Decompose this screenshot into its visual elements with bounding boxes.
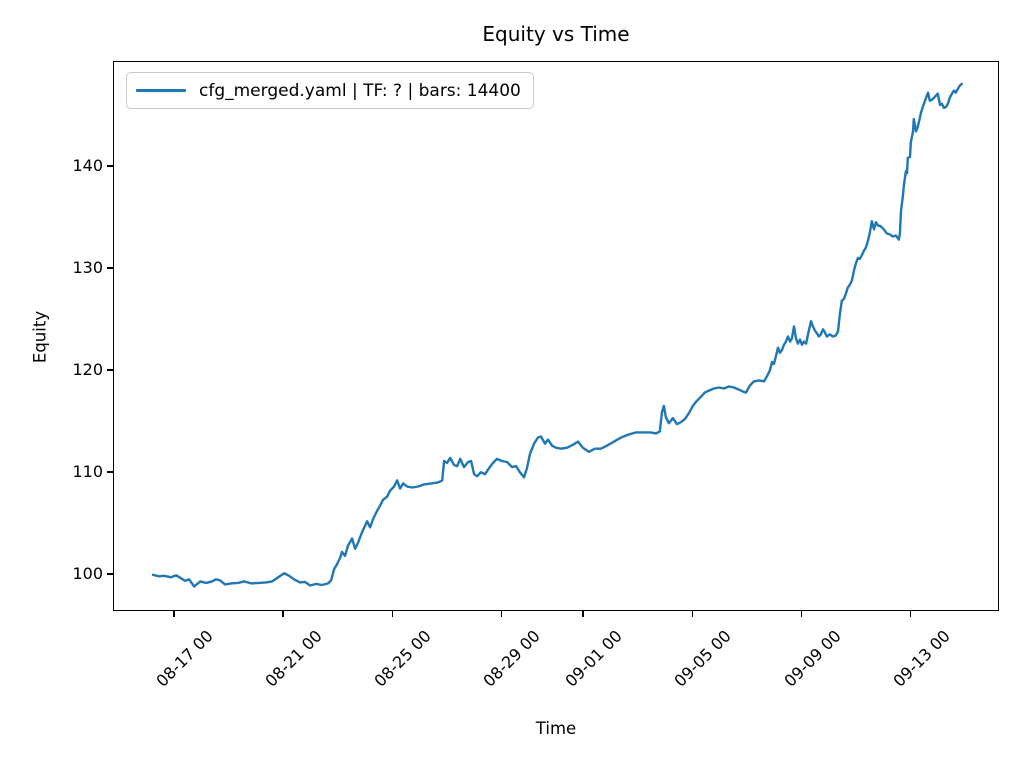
- y-tick-label: 100: [72, 564, 103, 584]
- x-tick-mark: [391, 611, 394, 617]
- x-tick-mark: [691, 611, 694, 617]
- y-tick-mark: [107, 165, 113, 167]
- x-axis-label: Time: [535, 719, 577, 738]
- y-tick-label: 120: [72, 360, 103, 380]
- x-tick-label: 09-05 00: [670, 626, 736, 691]
- y-tick-mark: [107, 267, 113, 269]
- y-tick-label: 110: [72, 462, 103, 482]
- x-tick-mark: [582, 611, 585, 617]
- plot-area: [113, 61, 999, 611]
- x-tick-mark: [800, 611, 803, 617]
- equity-line-chart: [151, 82, 963, 588]
- equity-series-line: [151, 82, 963, 588]
- x-tick-mark: [282, 611, 284, 617]
- y-axis-label: Equity: [30, 310, 50, 364]
- x-tick-label: 08-21 00: [261, 626, 326, 691]
- y-tick-label: 130: [72, 258, 103, 278]
- y-tick-mark: [107, 369, 113, 371]
- x-tick-label: 09-01 00: [561, 626, 626, 691]
- y-tick-label: 140: [72, 156, 103, 176]
- chart-title: Equity vs Time: [482, 22, 630, 46]
- x-tick-mark: [173, 611, 175, 617]
- x-tick-label: 09-09 00: [779, 626, 845, 691]
- x-tick-mark: [500, 611, 503, 617]
- legend: cfg_merged.yaml | TF: ? | bars: 14400: [126, 72, 534, 109]
- legend-line-sample-icon: [136, 88, 186, 93]
- legend-label: cfg_merged.yaml | TF: ? | bars: 14400: [199, 80, 521, 101]
- x-tick-label: 09-13 00: [889, 626, 954, 691]
- x-tick-label: 08-17 00: [152, 626, 217, 691]
- y-tick-mark: [107, 471, 113, 474]
- x-tick-label: 08-25 00: [370, 626, 436, 691]
- x-tick-label: 08-29 00: [479, 626, 545, 691]
- y-tick-mark: [107, 573, 113, 576]
- x-tick-mark: [909, 611, 912, 617]
